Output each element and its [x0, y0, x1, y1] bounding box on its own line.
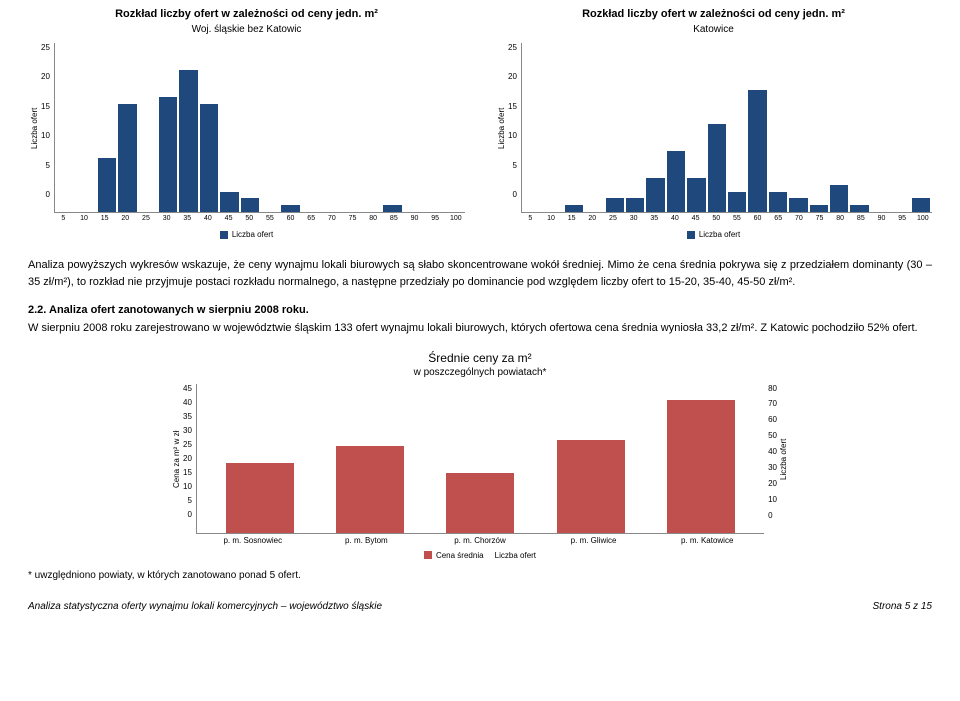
- chart-right: Rozkład liczby ofert w zależności od cen…: [495, 8, 932, 239]
- legend-swatch-icon: [424, 551, 432, 559]
- chart-middle: Średnie ceny za m² w poszczególnych powi…: [170, 351, 790, 560]
- chart-middle-y2label: Liczba ofert: [777, 384, 790, 534]
- histogram-bar: [118, 104, 136, 212]
- histogram-bar: [912, 198, 930, 212]
- chart-right-yaxis: 2520151050: [508, 43, 521, 213]
- chart-middle-y2axis: 01020304050607080: [764, 384, 777, 534]
- chart-left-legend: Liczba ofert: [28, 230, 465, 239]
- histogram-bar: [159, 97, 177, 212]
- chart-middle-xaxis: p. m. Sosnowiecp. m. Bytomp. m. Chorzówp…: [170, 536, 790, 545]
- histogram-bar: [789, 198, 807, 212]
- footer-left: Analiza statystyczna oferty wynajmu loka…: [28, 601, 382, 612]
- histogram-bar: [769, 192, 787, 212]
- paragraph-analysis-2: W sierpniu 2008 roku zarejestrowano w wo…: [28, 320, 932, 337]
- bar: [226, 463, 294, 533]
- section-2-2-title: 2.2. Analiza ofert zanotowanych w sierpn…: [28, 304, 932, 316]
- histogram-bar: [667, 151, 685, 212]
- bar: [667, 400, 735, 532]
- histogram-bar: [565, 205, 583, 212]
- histogram-bar: [687, 178, 705, 212]
- chart-left-yaxis: 2520151050: [41, 43, 54, 213]
- chart-right-plot: [521, 43, 932, 213]
- footnote: * uwzględniono powiaty, w których zanoto…: [28, 570, 932, 581]
- histogram-bar: [850, 205, 868, 212]
- chart-middle-plot: [196, 384, 764, 534]
- histogram-bar: [830, 185, 848, 212]
- bar: [557, 440, 625, 533]
- histogram-bar: [281, 205, 299, 212]
- histogram-bar: [606, 198, 624, 212]
- histogram-bar: [708, 124, 726, 212]
- chart-left-title: Rozkład liczby ofert w zależności od cen…: [28, 8, 465, 20]
- legend-swatch-icon: [220, 231, 228, 239]
- histogram-bar: [626, 198, 644, 212]
- chart-left-plot: [54, 43, 465, 213]
- chart-middle-y1axis: 454035302520151050: [183, 384, 196, 534]
- chart-left: Rozkład liczby ofert w zależności od cen…: [28, 8, 465, 239]
- histogram-bar: [728, 192, 746, 212]
- chart-right-ylabel: Liczba ofert: [495, 43, 508, 213]
- top-charts-row: Rozkład liczby ofert w zależności od cen…: [28, 8, 932, 239]
- histogram-bar: [200, 104, 218, 212]
- histogram-bar: [748, 90, 766, 212]
- footer-right: Strona 5 z 15: [873, 601, 932, 612]
- bar: [446, 473, 514, 533]
- chart-right-subtitle: Katowice: [495, 24, 932, 35]
- histogram-bar: [220, 192, 238, 212]
- histogram-bar: [241, 198, 259, 212]
- chart-right-title: Rozkład liczby ofert w zależności od cen…: [495, 8, 932, 20]
- chart-right-legend: Liczba ofert: [495, 230, 932, 239]
- histogram-bar: [646, 178, 664, 212]
- chart-left-xaxis: 5101520253035404550556065707580859095100: [28, 215, 465, 222]
- histogram-bar: [179, 70, 197, 212]
- histogram-bar: [810, 205, 828, 212]
- histogram-bar: [98, 158, 116, 212]
- chart-left-subtitle: Woj. śląskie bez Katowic: [28, 24, 465, 35]
- paragraph-analysis-1: Analiza powyższych wykresów wskazuje, że…: [28, 257, 932, 290]
- chart-middle-legend: Cena średnia Liczba ofert: [170, 551, 790, 560]
- chart-left-ylabel: Liczba ofert: [28, 43, 41, 213]
- chart-middle-subtitle: w poszczególnych powiatach*: [170, 367, 790, 378]
- chart-middle-y1label: Cena za m² w zł: [170, 384, 183, 534]
- chart-right-xaxis: 5101520253035404550556065707580859095100: [495, 215, 932, 222]
- bar: [336, 446, 404, 532]
- page-footer: Analiza statystyczna oferty wynajmu loka…: [28, 601, 932, 612]
- histogram-bar: [383, 205, 401, 212]
- chart-middle-title: Średnie ceny za m²: [170, 351, 790, 365]
- legend-swatch-icon: [687, 231, 695, 239]
